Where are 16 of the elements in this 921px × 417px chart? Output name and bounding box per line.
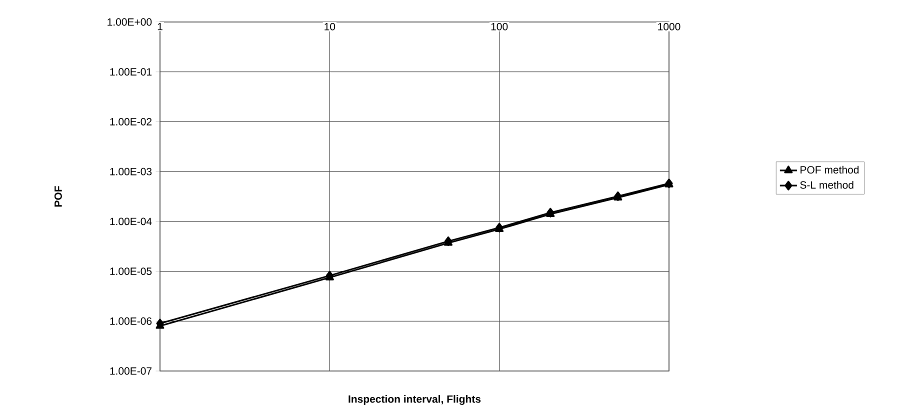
y-tick-label: 1.00E-06 [110, 317, 152, 325]
y-tick-label: 1.00E+00 [108, 18, 152, 26]
y-tick-label: 1.00E-02 [110, 118, 152, 126]
y-tick-label: 1.00E-03 [110, 168, 152, 176]
legend-label: POF method [800, 166, 859, 174]
y-tick-label: 1.00E-04 [110, 218, 152, 226]
x-axis-title: Inspection interval, Flights [348, 395, 481, 405]
y-tick-label: 1.00E-01 [110, 68, 152, 76]
x-tick-label: 1 [158, 22, 162, 30]
x-tick-label: 10 [324, 22, 336, 30]
y-axis-title: POF [54, 186, 62, 207]
y-tick-label: 1.00E-05 [110, 268, 152, 276]
y-tick-label: 1.00E-07 [110, 367, 152, 375]
x-tick-label: 100 [491, 22, 508, 30]
x-tick-label: 1000 [658, 22, 680, 30]
legend-label: S-L method [800, 181, 854, 189]
